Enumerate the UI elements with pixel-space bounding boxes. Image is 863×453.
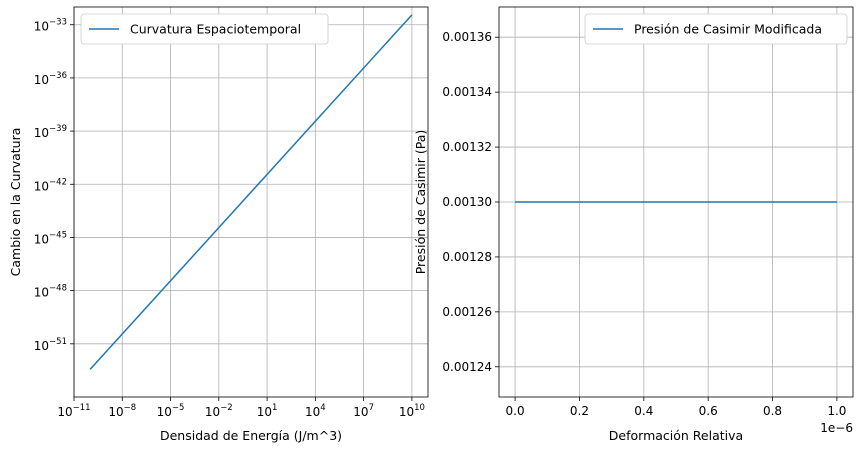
right-chart-y-ticks: 0.00124 0.00126 0.00128 0.00130 0.00132 0.001… (442, 30, 499, 374)
left-y-tick-label-base: 10 (34, 232, 49, 246)
left-x-tick-label: 10−5 (157, 403, 185, 419)
left-x-tick-label-exponent: 4 (320, 403, 325, 413)
left-x-tick-label-exponent: −8 (124, 403, 137, 413)
left-x-tick-label: 10−2 (205, 403, 233, 419)
left-y-tick-label-base: 10 (34, 126, 49, 140)
right-chart-x-ticks: 0.0 0.2 0.4 0.6 0.8 1.0 (506, 397, 846, 418)
left-y-tick-label: 10−36 (34, 71, 67, 87)
left-y-tick-label-base: 10 (34, 73, 49, 87)
left-y-tick-label: 10−33 (34, 18, 67, 34)
left-x-tick-label: 104 (305, 403, 326, 419)
right-y-tick-label: 0.00132 (442, 140, 492, 154)
right-y-tick-label: 0.00136 (442, 30, 492, 44)
left-x-tick-label-exponent: −2 (220, 403, 233, 413)
left-y-tick-label-base: 10 (34, 20, 49, 34)
right-y-tick-label: 0.00134 (442, 85, 492, 99)
left-chart-grid (73, 7, 428, 397)
right-y-tick-label: 0.00126 (442, 305, 492, 319)
right-chart-x-label: Deformación Relativa (609, 428, 743, 443)
left-x-tick-label: 107 (353, 403, 374, 419)
right-y-tick-label: 0.00124 (442, 360, 492, 374)
left-x-tick-label-exponent: 1 (272, 403, 277, 413)
left-chart: 10−11 10−8 10−5 10−2 101 104 107 1010 10−5110−4… (8, 6, 429, 443)
left-y-tick-label: 10−42 (34, 177, 67, 193)
left-series-line (89, 14, 413, 370)
left-y-tick-label: 10−51 (34, 337, 67, 353)
left-x-tick-label-base: 10 (305, 405, 320, 419)
left-y-tick-label: 10−48 (34, 284, 67, 300)
left-y-tick-label-base: 10 (34, 179, 49, 193)
left-chart-legend-label: Curvatura Espaciotemporal (130, 22, 301, 37)
left-chart-frame (73, 6, 429, 398)
right-x-tick-label: 0.8 (763, 404, 782, 418)
left-y-tick-label-exponent: −45 (49, 230, 67, 240)
left-x-tick-label: 1010 (399, 403, 425, 419)
right-x-tick-label: 0.0 (506, 404, 525, 418)
left-chart-series (89, 14, 413, 370)
left-y-tick-label-exponent: −33 (49, 18, 67, 28)
left-x-tick-label: 101 (257, 403, 278, 419)
left-x-tick-label: 10−8 (108, 403, 136, 419)
right-y-tick-label: 0.00128 (442, 250, 492, 264)
left-y-tick-label-exponent: −48 (49, 284, 67, 294)
left-x-tick-label-base: 10 (57, 405, 72, 419)
left-y-tick-label-base: 10 (34, 286, 49, 300)
left-x-tick-label-base: 10 (399, 405, 414, 419)
left-x-tick-label-base: 10 (205, 405, 220, 419)
left-x-tick-label-base: 10 (108, 405, 123, 419)
right-x-tick-label: 0.4 (634, 404, 653, 418)
left-x-tick-label-exponent: −5 (172, 403, 185, 413)
left-x-tick-label: 10−11 (57, 403, 90, 419)
left-x-tick-label-exponent: 7 (369, 403, 374, 413)
right-chart: 0.0 0.2 0.4 0.6 0.8 1.0 0.00124 0.00126 0.00128… (413, 6, 854, 443)
right-x-tick-label: 0.6 (699, 404, 718, 418)
left-y-tick-label: 10−45 (34, 230, 67, 246)
left-y-tick-label-exponent: −39 (49, 124, 67, 134)
right-chart-legend-box (584, 13, 848, 45)
left-x-tick-label-base: 10 (257, 405, 272, 419)
left-y-tick-label-base: 10 (34, 339, 49, 353)
right-chart-legend: Presión de Casimir Modificada (584, 13, 848, 45)
left-x-tick-label-exponent: 10 (414, 403, 425, 413)
left-y-tick-label-exponent: −42 (49, 177, 67, 187)
right-x-tick-label: 0.2 (570, 404, 589, 418)
right-y-tick-label: 0.00130 (442, 195, 492, 209)
left-x-tick-label-base: 10 (353, 405, 368, 419)
left-chart-x-label: Densidad de Energía (J/m^3) (160, 428, 342, 443)
right-chart-legend-label: Presión de Casimir Modificada (634, 22, 822, 37)
right-chart-x-offset-label: 1e−6 (820, 421, 853, 435)
left-x-tick-label-exponent: −11 (73, 403, 91, 413)
left-y-tick-label-exponent: −36 (49, 71, 67, 81)
left-chart-legend-box (80, 13, 329, 45)
left-chart-y-label: Cambio en la Curvatura (8, 128, 23, 277)
right-chart-y-label: Presión de Casimir (Pa) (413, 130, 428, 275)
left-chart-x-ticks: 10−11 10−8 10−5 10−2 101 104 107 1010 (57, 397, 425, 419)
left-y-tick-label-exponent: −51 (49, 337, 67, 347)
left-y-tick-label: 10−39 (34, 124, 67, 140)
left-chart-legend: Curvatura Espaciotemporal (80, 13, 329, 45)
right-x-tick-label: 1.0 (827, 404, 846, 418)
left-x-tick-label-base: 10 (157, 405, 172, 419)
